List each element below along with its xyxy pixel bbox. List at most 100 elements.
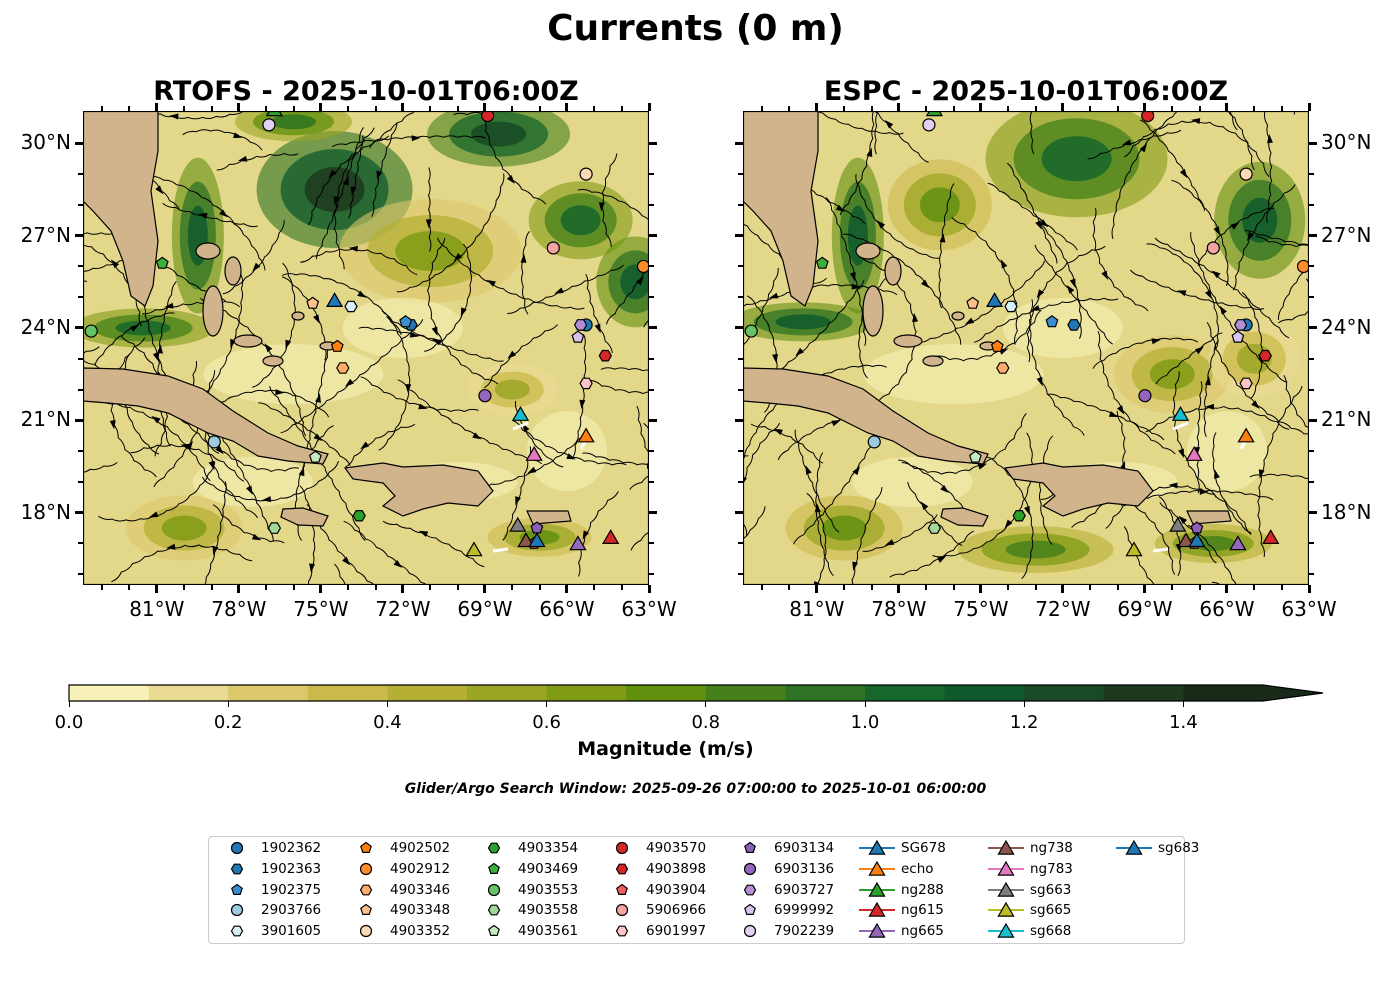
streamline-arrow xyxy=(1267,133,1273,144)
legend-triangle xyxy=(868,922,886,938)
legend-triangle xyxy=(997,881,1015,897)
lon-minor-tick xyxy=(761,585,764,590)
lon-minor-tick xyxy=(538,106,541,111)
colorbar-tick xyxy=(1182,701,1184,707)
lat-tick xyxy=(1309,141,1317,145)
lon-minor-tick xyxy=(456,585,459,590)
lat-minor-tick xyxy=(738,357,743,360)
streamline-arrow xyxy=(152,352,159,362)
streamline-arrow xyxy=(198,213,208,219)
legend-marker xyxy=(859,902,895,918)
speed-patch xyxy=(919,187,960,223)
streamline-arrow xyxy=(1190,118,1201,125)
platform-4902912 xyxy=(636,259,649,274)
lon-minor-tick xyxy=(374,106,377,111)
lat-tick xyxy=(75,511,83,515)
platform-2903766 xyxy=(867,435,881,449)
platform-2903766 xyxy=(207,435,221,449)
platform-6901997 xyxy=(579,377,593,390)
legend: 1902362 1902363 1902375 2903766 3901605 49025… xyxy=(208,836,1199,944)
lat-tick xyxy=(735,234,743,238)
streamline-arrow xyxy=(376,170,383,180)
legend-label: 6901997 xyxy=(646,923,707,940)
lat-minor-tick xyxy=(1309,480,1314,483)
platform-SG678 xyxy=(325,292,344,307)
lat-minor-tick xyxy=(1309,357,1314,360)
lon-minor-tick xyxy=(620,106,623,111)
streamline-arrow xyxy=(285,339,292,350)
legend-symbol xyxy=(230,841,244,855)
lat-tick xyxy=(1309,418,1317,422)
legend-marker xyxy=(743,862,757,875)
lat-label: 18°N xyxy=(20,499,71,524)
streamline-arrow xyxy=(849,272,856,282)
platform-ng288 xyxy=(925,111,944,117)
lat-minor-tick xyxy=(78,388,83,391)
lon-minor-tick xyxy=(593,585,596,590)
platform-sg663 xyxy=(1169,516,1187,532)
bahamas-island xyxy=(224,256,242,286)
legend-symbol xyxy=(744,904,756,916)
lon-label: 81°W xyxy=(129,597,185,621)
lat-minor-tick xyxy=(649,542,654,545)
lon-tick xyxy=(647,585,651,593)
lon-tick xyxy=(897,103,901,111)
puerto-rico xyxy=(526,510,572,525)
platform-3901605 xyxy=(344,300,358,313)
lat-minor-tick xyxy=(78,450,83,453)
legend-triangle xyxy=(868,881,886,897)
legend-label: 1902362 xyxy=(261,840,322,856)
streamline-arrow xyxy=(157,344,164,354)
lon-minor-tick xyxy=(1034,106,1037,111)
lon-minor-tick xyxy=(265,585,268,590)
lat-label: 27°N xyxy=(20,222,71,247)
legend-symbol xyxy=(615,841,629,855)
lat-minor-tick xyxy=(1309,296,1314,299)
colorbar-segment xyxy=(307,685,388,701)
legend-marker xyxy=(744,841,756,853)
platform-6903727 xyxy=(1233,319,1248,331)
legend-symbol xyxy=(487,883,501,896)
bahamas-island xyxy=(291,311,305,321)
lon-minor-tick xyxy=(347,106,350,111)
streamline-arrow xyxy=(1179,168,1188,179)
platform-6999992 xyxy=(1231,330,1245,343)
colorbar-tick xyxy=(705,701,707,707)
platform-6999992 xyxy=(571,330,585,343)
jamaica xyxy=(940,507,989,527)
streamline-arrow xyxy=(1219,305,1227,315)
streamline-arrow xyxy=(1101,270,1109,281)
lat-tick xyxy=(649,141,657,145)
streamline-arrow xyxy=(1199,488,1209,495)
lon-minor-tick xyxy=(788,106,791,111)
streamline-arrow xyxy=(309,563,316,573)
colorbar-tick-label: 0.8 xyxy=(691,712,721,733)
streamline-arrow xyxy=(357,290,367,298)
lat-minor-tick xyxy=(78,265,83,268)
legend-marker xyxy=(615,863,629,875)
streamline-arrow xyxy=(411,135,421,142)
streamline-arrow xyxy=(884,539,895,546)
lat-minor-tick xyxy=(78,173,83,176)
streamline-arrow xyxy=(851,283,861,290)
streamlines xyxy=(83,111,649,585)
streamline-arrow xyxy=(360,441,370,450)
legend-symbol xyxy=(744,841,756,853)
streamline-arrow xyxy=(233,132,243,139)
lon-label: 69°W xyxy=(1117,597,1173,621)
speed-patch xyxy=(821,515,867,541)
legend-triangle xyxy=(868,839,886,855)
lat-label: 30°N xyxy=(1321,130,1372,155)
legend-label: echo xyxy=(901,860,934,877)
hispaniola xyxy=(343,462,494,517)
colorbar-tick-label: 1.0 xyxy=(850,712,880,733)
streamline-arrow xyxy=(977,463,988,470)
lon-tick xyxy=(483,585,487,593)
colorbar-extend-arrow xyxy=(1263,685,1323,701)
lat-minor-tick xyxy=(1309,450,1314,453)
streamline-arrow xyxy=(1039,219,1049,228)
colorbar-tick-label: 0.0 xyxy=(54,712,84,733)
lon-tick xyxy=(815,103,819,111)
streamline-arrow xyxy=(805,465,812,475)
speed-patch xyxy=(560,205,601,236)
